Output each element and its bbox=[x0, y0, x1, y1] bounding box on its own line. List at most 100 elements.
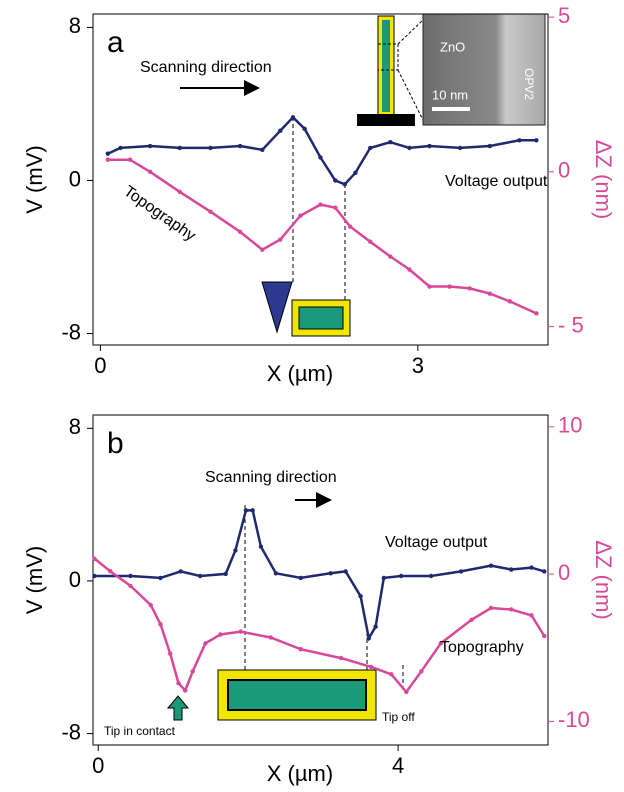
point bbox=[419, 669, 424, 674]
point bbox=[487, 143, 493, 149]
y-axis-label: V (mV) bbox=[22, 546, 47, 614]
point bbox=[260, 247, 265, 252]
point bbox=[238, 629, 243, 634]
point bbox=[298, 213, 303, 218]
point bbox=[427, 284, 432, 289]
y2-axis-label: ΔZ (nm) bbox=[591, 140, 616, 219]
point bbox=[388, 139, 393, 145]
point bbox=[182, 688, 188, 693]
point bbox=[342, 182, 348, 187]
y2-tick-label: 0 bbox=[558, 560, 570, 585]
point bbox=[147, 143, 153, 149]
point bbox=[190, 669, 195, 674]
point bbox=[268, 635, 273, 640]
point bbox=[128, 573, 133, 579]
point bbox=[233, 548, 238, 553]
annotation: Voltage output bbox=[445, 173, 548, 190]
point bbox=[147, 169, 153, 174]
point bbox=[488, 563, 494, 568]
point bbox=[381, 575, 387, 581]
point bbox=[218, 632, 223, 637]
point bbox=[347, 224, 353, 229]
point bbox=[197, 573, 203, 579]
line bbox=[107, 115, 537, 186]
point bbox=[534, 138, 539, 143]
point bbox=[128, 583, 133, 589]
point bbox=[427, 143, 432, 149]
point bbox=[487, 291, 493, 296]
point bbox=[373, 624, 378, 629]
annotation: Topography bbox=[120, 183, 198, 245]
point bbox=[92, 573, 97, 579]
plot-frame bbox=[92, 13, 549, 346]
y2-tick-label: -10 bbox=[558, 707, 590, 732]
annotation: Voltage output bbox=[385, 534, 488, 551]
point bbox=[258, 544, 264, 549]
panel-label: b bbox=[107, 427, 124, 460]
point bbox=[529, 565, 534, 570]
point bbox=[398, 573, 404, 579]
point bbox=[302, 126, 307, 131]
point bbox=[407, 145, 412, 151]
point bbox=[507, 299, 513, 304]
point bbox=[237, 229, 243, 234]
point bbox=[250, 508, 255, 513]
y2-tick-label: 10 bbox=[558, 413, 582, 438]
point bbox=[92, 556, 97, 561]
point bbox=[105, 151, 111, 156]
point bbox=[127, 157, 133, 162]
y2-tick-label: - 5 bbox=[558, 312, 584, 337]
point bbox=[328, 571, 333, 576]
point bbox=[428, 573, 434, 579]
point bbox=[368, 145, 373, 151]
point bbox=[542, 569, 547, 574]
point bbox=[438, 641, 444, 646]
y2-tick-label: 0 bbox=[558, 158, 570, 183]
point bbox=[223, 571, 228, 577]
point bbox=[368, 239, 373, 244]
schematic-b bbox=[166, 492, 404, 721]
point bbox=[243, 508, 249, 513]
point bbox=[542, 633, 547, 639]
annotation: Tip in contact bbox=[104, 724, 176, 738]
point bbox=[368, 664, 374, 670]
point bbox=[178, 569, 183, 574]
point bbox=[318, 202, 323, 207]
plot-frame bbox=[92, 414, 549, 746]
point bbox=[177, 145, 182, 151]
y-tick-label: 8 bbox=[69, 414, 81, 439]
point bbox=[298, 647, 303, 652]
y2-axis-label: ΔZ (nm) bbox=[591, 540, 616, 619]
point bbox=[338, 655, 344, 661]
y-tick-label: 0 bbox=[69, 567, 81, 592]
point bbox=[237, 143, 243, 149]
x-tick-label: 0 bbox=[92, 753, 104, 778]
point bbox=[509, 607, 514, 612]
point bbox=[343, 569, 348, 574]
point bbox=[407, 267, 412, 272]
point bbox=[208, 209, 213, 214]
y-tick-label: -8 bbox=[61, 719, 81, 744]
annotation: Topography bbox=[440, 639, 524, 656]
y-tick-label: 8 bbox=[69, 13, 81, 38]
point bbox=[529, 613, 534, 618]
panel-label: a bbox=[107, 26, 124, 59]
x-tick-label: 0 bbox=[94, 353, 106, 378]
x-axis-label: X (µm) bbox=[267, 761, 333, 786]
point bbox=[458, 569, 464, 574]
point bbox=[488, 605, 494, 611]
point bbox=[447, 284, 452, 289]
line bbox=[94, 509, 545, 642]
point bbox=[467, 286, 472, 291]
point bbox=[457, 145, 463, 151]
x-tick-label: 4 bbox=[392, 753, 404, 778]
point bbox=[203, 641, 208, 646]
x-tick-label: 3 bbox=[412, 353, 424, 378]
point bbox=[517, 138, 522, 143]
point bbox=[298, 575, 303, 581]
point bbox=[278, 128, 283, 133]
point bbox=[534, 311, 539, 316]
point bbox=[260, 147, 265, 153]
point bbox=[318, 155, 323, 160]
point bbox=[353, 170, 358, 176]
